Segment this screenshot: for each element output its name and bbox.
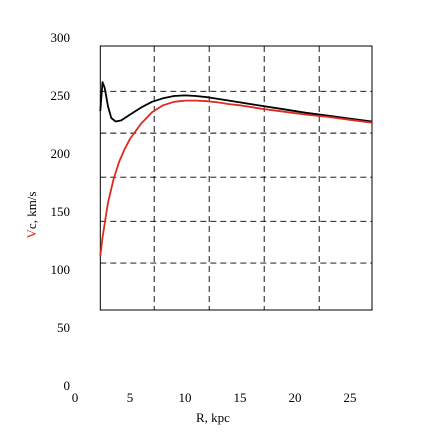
series-line-red bbox=[99, 99, 373, 257]
plot-frame bbox=[99, 45, 373, 311]
series-line-black bbox=[99, 81, 373, 123]
y-tick-label: 250 bbox=[51, 88, 71, 103]
y-tick-labels: 0 50 100 150 200 250 300 bbox=[51, 30, 71, 393]
x-tick-label: 20 bbox=[289, 390, 302, 405]
x-tick-label: 25 bbox=[344, 390, 357, 405]
x-tick-label: 5 bbox=[127, 390, 134, 405]
series-group bbox=[99, 81, 373, 257]
x-tick-labels: 0 5 10 15 20 25 bbox=[72, 390, 357, 405]
y-tick-label: 300 bbox=[51, 30, 71, 45]
y-axis-label-rest: c, km/s bbox=[24, 192, 39, 230]
x-tick-label: 10 bbox=[179, 390, 192, 405]
y-tick-label: 100 bbox=[51, 262, 71, 277]
x-tick-label: 0 bbox=[72, 390, 79, 405]
y-axis-label: Vc, km/s bbox=[24, 192, 39, 239]
x-axis-label: R, kpc bbox=[196, 410, 230, 425]
grid bbox=[100, 46, 372, 310]
y-axis-label-symbol: V bbox=[24, 228, 39, 238]
x-tick-label: 15 bbox=[234, 390, 247, 405]
y-tick-label: 50 bbox=[57, 320, 70, 335]
y-tick-label: 0 bbox=[64, 378, 71, 393]
y-tick-label: 150 bbox=[51, 204, 71, 219]
y-tick-label: 200 bbox=[51, 146, 71, 161]
